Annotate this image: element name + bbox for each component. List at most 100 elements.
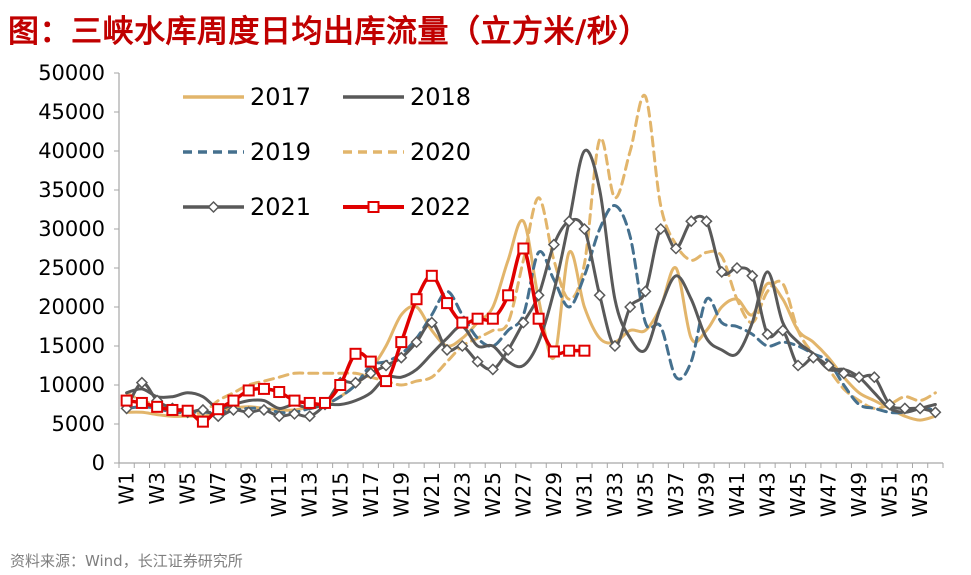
y-tick-label: 10000 (38, 373, 105, 397)
series-2020 (125, 93, 937, 415)
y-tick-label: 15000 (38, 334, 105, 358)
x-tick-label: W47 (817, 472, 841, 517)
x-tick-label: W5 (176, 472, 200, 505)
x-tick-label: W31 (572, 472, 596, 517)
data-point-2021 (807, 351, 820, 364)
source-note: 资料来源：Wind，长江证券研究所 (10, 552, 243, 570)
data-point-2021 (929, 406, 942, 419)
data-point-2022 (547, 345, 560, 358)
data-point-2021 (593, 289, 606, 302)
data-point-2021 (914, 402, 927, 415)
y-tick-label: 30000 (38, 217, 105, 241)
y-tick-label: 20000 (38, 295, 105, 319)
x-tick-label: W39 (694, 472, 718, 517)
data-point-2021 (624, 300, 637, 314)
data-point-2022 (334, 379, 347, 391)
y-tick-label: 50000 (38, 61, 105, 85)
y-tick-label: 35000 (38, 178, 105, 202)
data-point-2022 (532, 312, 545, 325)
x-tick-label: W49 (847, 472, 871, 517)
x-tick-label: W1 (115, 472, 139, 505)
data-point-2022 (166, 403, 179, 416)
data-point-2021 (410, 336, 423, 349)
x-tick-label: W35 (633, 472, 657, 517)
data-point-2021 (563, 215, 576, 228)
x-tick-label: W3 (145, 472, 169, 505)
data-point-2021 (654, 222, 667, 236)
data-point-2022 (517, 242, 530, 255)
x-tick-label: W25 (481, 472, 505, 517)
x-tick-label: W13 (298, 472, 322, 517)
data-point-2021 (868, 371, 881, 384)
data-point-2021 (456, 339, 469, 353)
data-point-2022 (563, 344, 576, 357)
series-layer (120, 93, 942, 428)
data-point-2022 (395, 336, 408, 349)
data-point-2021 (196, 403, 209, 417)
x-tick-label: W21 (420, 472, 444, 517)
data-point-2021 (608, 339, 621, 353)
legend-item-2019: 2019 (183, 138, 311, 166)
legend-item-2018: 2018 (343, 83, 471, 111)
data-point-2021 (791, 359, 805, 372)
data-point-2022 (227, 394, 240, 407)
x-tick-label: W37 (664, 472, 688, 517)
data-point-2021 (273, 410, 286, 423)
legend-label-2022: 2022 (410, 193, 471, 221)
data-point-2022 (502, 289, 515, 302)
data-point-2022 (486, 312, 499, 325)
data-point-2022 (288, 394, 301, 407)
x-tick-label: W15 (328, 472, 352, 517)
data-point-2021 (364, 367, 377, 380)
x-tick-label: W53 (908, 472, 932, 517)
data-point-2021 (441, 343, 454, 356)
legend: 2017 2018 2019 2020 2021 2022 (183, 83, 471, 221)
x-tick-label: W19 (389, 472, 413, 517)
legend-label-2017: 2017 (250, 83, 311, 111)
x-tick-label: W43 (756, 472, 780, 517)
data-point-2022 (578, 344, 591, 357)
data-point-2022 (212, 403, 225, 416)
data-point-2022 (196, 415, 209, 428)
data-point-2022 (425, 269, 438, 282)
data-point-2021 (471, 355, 484, 368)
data-point-2022 (181, 404, 194, 417)
data-point-2022 (120, 394, 133, 407)
x-tick-label: W11 (267, 472, 291, 517)
data-point-2022 (410, 293, 423, 306)
data-point-2021 (776, 324, 789, 337)
data-point-2021 (822, 359, 835, 372)
data-point-2021 (761, 328, 774, 341)
legend-item-2017: 2017 (183, 83, 311, 111)
data-point-2022 (441, 297, 454, 310)
data-point-2021 (898, 402, 911, 415)
x-tick-label: W33 (603, 472, 627, 517)
data-point-2021 (547, 238, 560, 251)
data-point-2022 (135, 396, 148, 409)
x-tick-label: W29 (542, 472, 566, 517)
legend-label-2019: 2019 (250, 138, 311, 166)
x-tick-label: W51 (878, 472, 902, 517)
data-point-2022 (349, 347, 362, 360)
data-point-2021 (288, 407, 301, 420)
legend-label-2021: 2021 (250, 193, 311, 221)
series-line-2020 (125, 93, 937, 415)
legend-label-2020: 2020 (410, 138, 471, 166)
data-point-2022 (471, 312, 484, 325)
data-point-2021 (227, 403, 240, 417)
data-point-2021 (639, 285, 652, 298)
legend-item-2021: 2021 (183, 193, 311, 221)
data-point-2021 (502, 343, 515, 356)
data-point-2022 (319, 396, 331, 409)
legend-item-2022: 2022 (343, 193, 471, 221)
series-2022 (120, 242, 591, 428)
legend-marker-2021 (207, 200, 220, 214)
x-tick-label: W45 (786, 472, 810, 517)
legend-marker-2022 (367, 201, 380, 213)
x-tick-label: W17 (359, 472, 383, 517)
y-tick-label: 25000 (38, 256, 105, 280)
data-point-2021 (669, 242, 683, 255)
x-tick-label: W9 (237, 472, 261, 505)
data-point-2021 (883, 398, 896, 411)
data-point-2022 (303, 396, 316, 409)
